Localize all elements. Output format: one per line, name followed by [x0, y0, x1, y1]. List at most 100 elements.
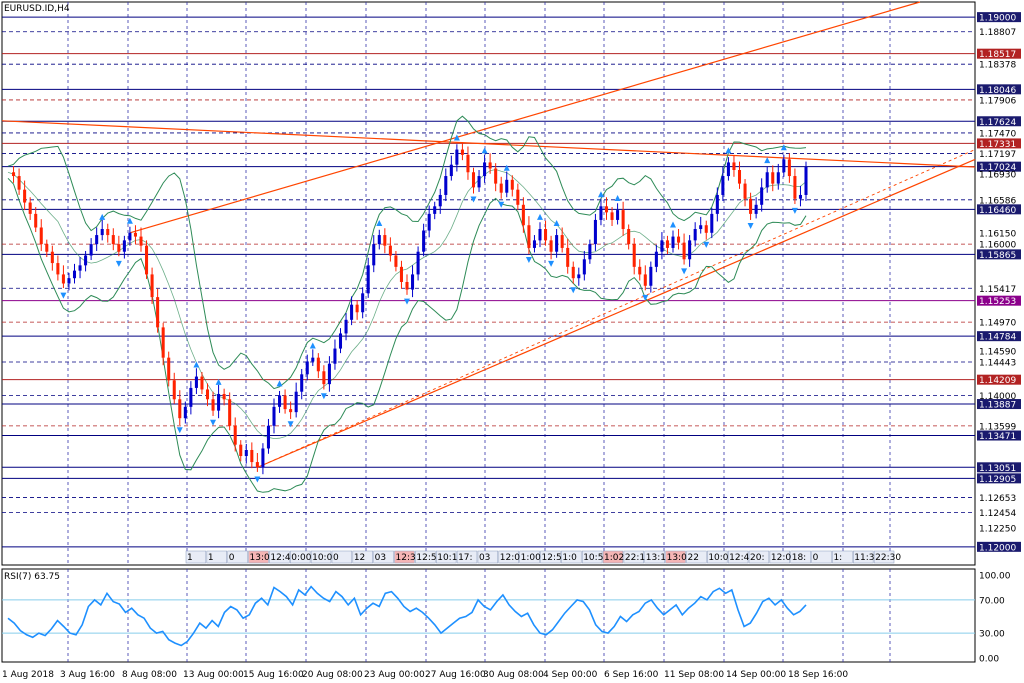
candle-body: [477, 176, 481, 188]
fractal-down-marker: [570, 287, 577, 294]
fractal-down-marker: [404, 298, 410, 305]
rsi-label: RSI(7) 63.75: [4, 572, 60, 582]
candle-body: [56, 263, 60, 275]
candle-body: [449, 164, 453, 177]
candle-body: [211, 399, 215, 411]
y-tick-label: 1.16586: [979, 196, 1016, 206]
rsi-scale-label: 100.00: [979, 572, 1011, 582]
fractal-down-marker: [320, 393, 327, 400]
time-marker-box: [456, 550, 478, 564]
time-marker-box: [811, 550, 832, 564]
time-marker-box: [373, 550, 394, 564]
candle-body: [139, 236, 143, 246]
time-marker-box: [769, 550, 790, 564]
time-marker-label: 1:0: [562, 553, 577, 563]
y-tick-label: 1.12653: [979, 494, 1016, 504]
candle-body: [671, 236, 675, 248]
candle-body: [527, 225, 531, 248]
candle-body: [145, 245, 149, 275]
candle-body: [538, 229, 542, 241]
price-tag-box: [977, 204, 1021, 215]
time-marker-box: [519, 550, 540, 564]
fractal-down-marker: [498, 201, 505, 208]
candle-body: [189, 387, 193, 407]
candle-body: [67, 278, 71, 284]
candle-body: [327, 363, 331, 385]
fractal-up-marker: [215, 378, 222, 385]
candle-body: [571, 266, 575, 279]
fractal-down-marker: [254, 476, 261, 483]
candle-body: [311, 357, 315, 362]
fractal-down-marker: [681, 268, 688, 275]
candle-body: [560, 235, 564, 248]
candle-body: [294, 391, 298, 413]
candle-body: [377, 235, 381, 245]
fractal-up-marker: [126, 217, 133, 224]
time-marker-label: 12:51: [542, 553, 568, 563]
time-marker-box: [290, 550, 311, 564]
candle-body: [599, 206, 603, 220]
time-marker-box: [415, 550, 436, 564]
candle-body: [106, 229, 110, 236]
fractal-up-marker: [553, 219, 560, 226]
candle-body: [471, 172, 476, 188]
candle-body: [316, 357, 320, 372]
x-tick-label: 15 Aug 16:00: [243, 670, 304, 680]
time-marker-label: 13:0: [667, 553, 687, 563]
candle-body: [544, 229, 548, 241]
candle-body: [266, 425, 270, 449]
x-tick-label: 20 Aug 08:00: [302, 670, 363, 680]
candle-body: [660, 240, 664, 252]
candle-body: [804, 166, 808, 195]
time-marker-box: [623, 550, 645, 564]
candle-body: [782, 159, 786, 173]
time-marker-box: [707, 550, 728, 564]
candle-body: [483, 162, 487, 177]
candle-body: [510, 179, 514, 190]
price-tag-box: [977, 295, 1021, 306]
price-tag-box: [977, 116, 1021, 127]
time-marker-label: 12:44: [270, 553, 296, 563]
y-tick-label: 1.14000: [979, 392, 1016, 402]
fractal-up-marker: [276, 380, 283, 387]
candle-body: [205, 389, 210, 400]
y-tick-label: 1.13471: [979, 432, 1016, 442]
fractal-down-marker: [115, 260, 122, 267]
chart-title: EURUSD.ID,H4: [4, 4, 70, 14]
y-tick-label: 1.13599: [979, 422, 1016, 432]
fractal-up-marker: [670, 221, 676, 228]
x-tick-label: 11 Sep 08:00: [664, 670, 724, 680]
y-tick-label: 1.17906: [979, 96, 1016, 106]
candle-body: [183, 406, 187, 419]
time-marker-label: 03: [479, 553, 490, 563]
time-marker-label: 22:30: [875, 553, 901, 563]
level-lines: [2, 16, 975, 548]
y-tick-label: 1.17331: [979, 140, 1016, 150]
y-tick-label: 1.16150: [979, 229, 1016, 239]
candle-body: [521, 204, 525, 226]
candle-body: [793, 176, 797, 199]
candle-body: [737, 169, 742, 184]
y-tick-label: 1.14784: [979, 333, 1016, 343]
y-tick-label: 1.19000: [979, 14, 1016, 24]
fractal-up-marker: [453, 134, 460, 141]
y-tick-label: 1.17470: [979, 129, 1016, 139]
candle-body: [732, 162, 736, 170]
time-marker-box: [248, 550, 269, 564]
rsi-scale-label: 70.00: [979, 596, 1005, 606]
fractal-up-marker: [614, 194, 621, 201]
candle-body: [726, 162, 730, 177]
time-marker-label: 10:54: [583, 553, 609, 563]
time-marker-label: 12:44: [729, 553, 755, 563]
x-tick-label: 4 Sep 00:00: [543, 670, 598, 680]
price-tag-box: [977, 12, 1021, 23]
candle-body: [699, 225, 703, 230]
candle-body: [12, 172, 16, 177]
candle-body: [344, 319, 348, 334]
fractal-down-marker: [642, 294, 649, 301]
candle-body: [627, 229, 631, 245]
time-marker-box: [477, 550, 499, 564]
candle-body: [61, 274, 65, 284]
